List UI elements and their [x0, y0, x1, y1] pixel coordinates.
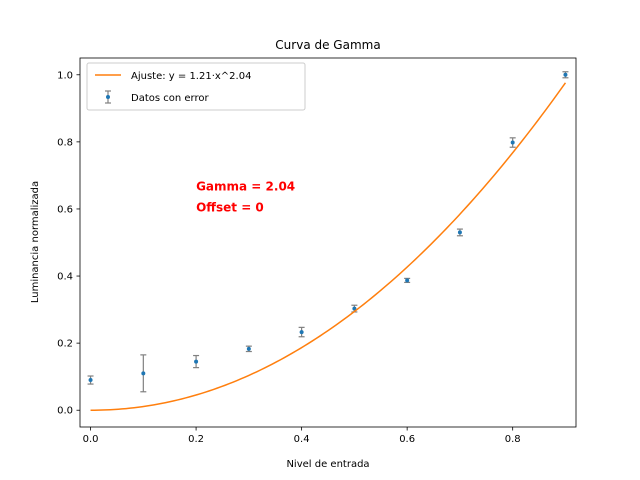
data-point-errorbar [456, 228, 463, 237]
legend-data-swatch [105, 90, 111, 104]
x-tick-label: 0.2 [188, 434, 204, 445]
x-tick-label: 0.8 [505, 434, 521, 445]
data-point [88, 378, 93, 383]
data-point [299, 330, 304, 335]
plot-content [87, 71, 569, 411]
plot-frame [79, 57, 577, 428]
legend-data-marker [106, 95, 110, 99]
data-point-errorbar [404, 277, 411, 284]
x-axis-ticks: 0.0 0.2 0.4 0.6 0.8 [83, 427, 521, 445]
data-point [141, 371, 146, 376]
legend: Ajuste: y = 1.21·x^2.04 Datos con error [86, 62, 306, 111]
y-tick-label: 0.6 [57, 204, 73, 215]
fit-curve [90, 82, 567, 411]
annotation-line: Offset = 0 [196, 200, 264, 214]
data-point [405, 278, 410, 283]
x-axis-label: Nivel de entrada [286, 459, 369, 470]
legend-data-label: Datos con error [131, 93, 209, 104]
y-tick-label: 0.4 [57, 272, 73, 283]
data-point [563, 72, 568, 77]
data-point-errorbar [562, 71, 569, 79]
data-point-errorbar [193, 354, 200, 369]
y-tick-label: 0.8 [57, 137, 73, 148]
gamma-annotation: Gamma = 2.04 Offset = 0 [196, 179, 295, 214]
data-point [352, 306, 357, 311]
legend-fit-label: Ajuste: y = 1.21·x^2.04 [131, 71, 251, 82]
data-point-errorbar [298, 326, 305, 338]
data-point [246, 346, 251, 351]
data-point [457, 230, 462, 235]
y-axis-label: Luminancia normalizada [30, 181, 41, 303]
data-point-errorbar [140, 354, 147, 393]
y-tick-label: 1.0 [57, 70, 73, 81]
data-point-errorbar [87, 375, 94, 385]
x-tick-label: 0.0 [83, 434, 99, 445]
chart-title: Curva de Gamma [275, 38, 380, 52]
y-tick-label: 0.2 [57, 339, 73, 350]
x-tick-label: 0.6 [399, 434, 415, 445]
legend-box [86, 62, 306, 111]
data-point-errorbar [245, 345, 252, 353]
y-axis-ticks: 0.0 0.2 0.4 0.6 0.8 1.0 [57, 70, 80, 417]
data-point [510, 140, 515, 145]
annotation-line: Gamma = 2.04 [196, 179, 295, 193]
y-tick-label: 0.0 [57, 406, 73, 417]
x-tick-label: 0.4 [294, 434, 310, 445]
data-point [194, 359, 199, 364]
data-point-errorbar [509, 137, 516, 148]
